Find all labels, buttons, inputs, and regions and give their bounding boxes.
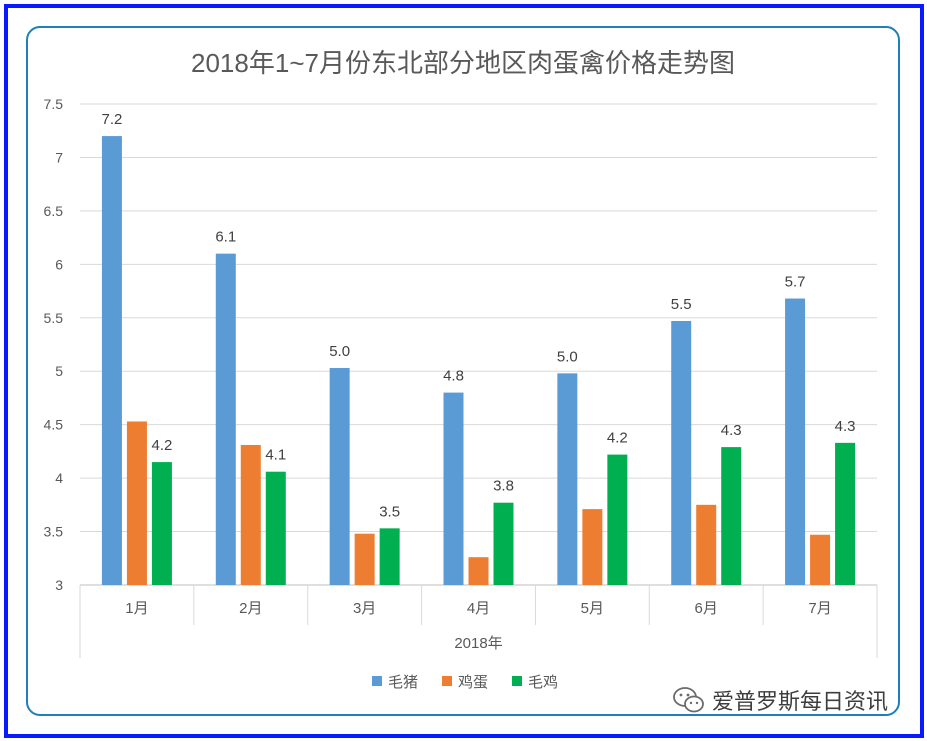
data-label: 5.0 bbox=[557, 348, 578, 365]
data-label: 4.1 bbox=[265, 447, 286, 464]
bar bbox=[443, 392, 464, 585]
y-tick-label: 7 bbox=[55, 149, 63, 165]
x-tick-label: 2月 bbox=[239, 600, 262, 617]
bar bbox=[810, 534, 831, 585]
y-tick-label: 3.5 bbox=[44, 524, 64, 540]
x-tick-label: 7月 bbox=[808, 600, 831, 617]
legend-swatch bbox=[372, 676, 382, 686]
bar bbox=[493, 502, 514, 585]
wechat-icon bbox=[673, 687, 704, 713]
data-label: 3.5 bbox=[379, 503, 400, 520]
data-label: 4.2 bbox=[607, 430, 628, 447]
x-tick-label: 3月 bbox=[353, 600, 376, 617]
y-tick-label: 7.5 bbox=[44, 96, 64, 112]
y-tick-label: 6.5 bbox=[44, 203, 64, 219]
data-label: 7.2 bbox=[101, 111, 122, 128]
data-label: 6.1 bbox=[215, 229, 236, 246]
bar bbox=[557, 373, 578, 585]
watermark: 爱普罗斯每日资讯 bbox=[672, 683, 888, 717]
y-tick-label: 5.5 bbox=[44, 310, 64, 326]
x-tick-label: 1月 bbox=[125, 600, 148, 617]
x-tick-label: 6月 bbox=[695, 600, 718, 617]
bar bbox=[607, 454, 628, 585]
bar bbox=[696, 504, 717, 585]
bar bbox=[468, 557, 489, 585]
bar bbox=[126, 421, 147, 585]
bar bbox=[785, 298, 806, 585]
data-label: 3.8 bbox=[493, 478, 514, 495]
legend-label: 毛猪 bbox=[388, 674, 418, 691]
bar bbox=[721, 447, 742, 585]
group-label: 2018年 bbox=[454, 635, 502, 652]
legend-label: 毛鸡 bbox=[528, 674, 558, 691]
legend-swatch bbox=[512, 676, 522, 686]
x-tick-label: 4月 bbox=[467, 600, 490, 617]
bar bbox=[329, 368, 350, 585]
y-tick-label: 4 bbox=[55, 470, 63, 486]
data-label: 4.8 bbox=[443, 368, 464, 385]
bar bbox=[379, 528, 400, 585]
y-tick-label: 4.5 bbox=[44, 417, 64, 433]
data-label: 4.3 bbox=[721, 422, 742, 439]
data-label: 5.7 bbox=[785, 274, 806, 291]
bar bbox=[671, 320, 692, 585]
y-tick-label: 3 bbox=[55, 577, 63, 593]
data-label: 4.3 bbox=[835, 418, 856, 435]
bar bbox=[240, 444, 261, 585]
bar bbox=[354, 533, 375, 585]
outer-frame bbox=[4, 4, 924, 738]
bar bbox=[101, 136, 122, 586]
watermark-text: 爱普罗斯每日资讯 bbox=[712, 690, 889, 715]
x-tick-label: 5月 bbox=[581, 600, 604, 617]
bar bbox=[151, 462, 172, 585]
data-label: 5.0 bbox=[329, 343, 350, 360]
y-tick-label: 5 bbox=[55, 363, 63, 379]
bar bbox=[215, 253, 236, 585]
bar bbox=[835, 442, 856, 585]
bar bbox=[265, 471, 286, 585]
data-label: 4.2 bbox=[151, 437, 172, 454]
y-tick-label: 6 bbox=[55, 256, 63, 272]
legend-label: 鸡蛋 bbox=[458, 674, 488, 691]
legend-swatch bbox=[442, 676, 452, 686]
bar bbox=[582, 509, 603, 585]
chart-title: 2018年1~7月份东北部分地区肉蛋禽价格走势图 bbox=[191, 48, 735, 78]
data-label: 5.5 bbox=[671, 296, 692, 313]
